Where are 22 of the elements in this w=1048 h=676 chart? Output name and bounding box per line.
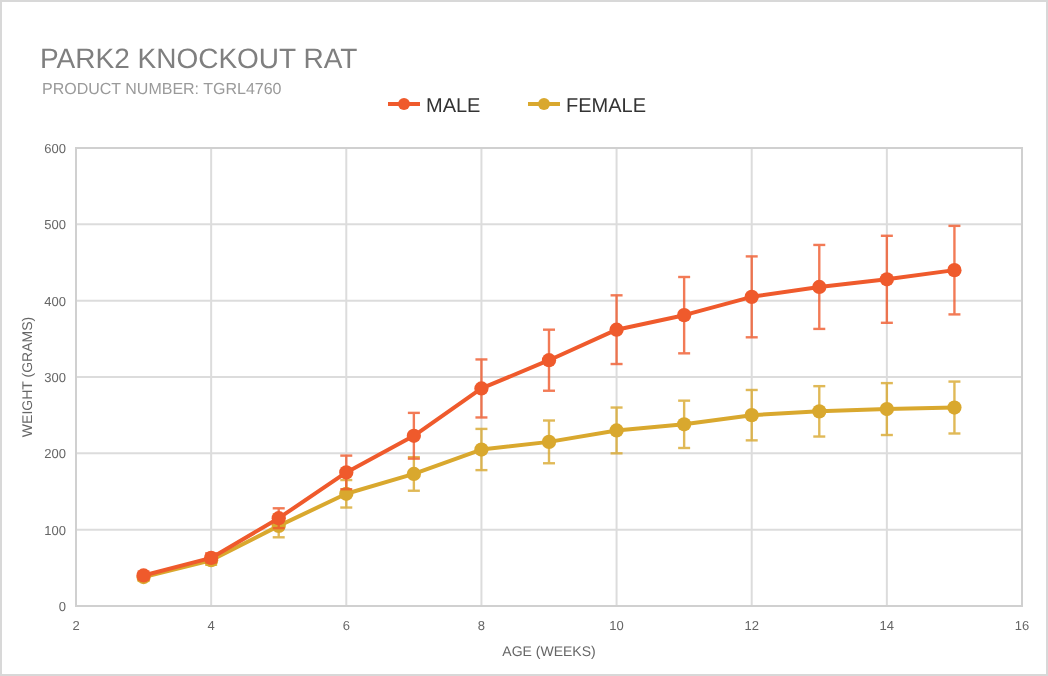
point xyxy=(744,408,759,423)
point xyxy=(947,400,962,415)
point xyxy=(812,404,827,419)
point xyxy=(879,272,894,287)
point xyxy=(947,263,962,278)
chart-title: PARK2 KNOCKOUT RAT xyxy=(40,42,359,74)
point xyxy=(541,434,557,450)
point xyxy=(541,353,557,368)
point xyxy=(677,417,692,432)
point xyxy=(474,381,489,396)
point xyxy=(474,442,489,457)
point xyxy=(609,322,624,337)
point xyxy=(812,279,827,295)
point xyxy=(879,401,894,417)
point xyxy=(677,308,692,323)
chart-subtitle: PRODUCT NUMBER: TGRL4760 xyxy=(42,80,283,98)
point xyxy=(406,428,421,443)
legend-label: MALE xyxy=(426,96,482,118)
point xyxy=(406,466,421,482)
point xyxy=(744,289,759,304)
legend-label: FEMALE xyxy=(566,96,647,118)
point xyxy=(609,423,624,438)
